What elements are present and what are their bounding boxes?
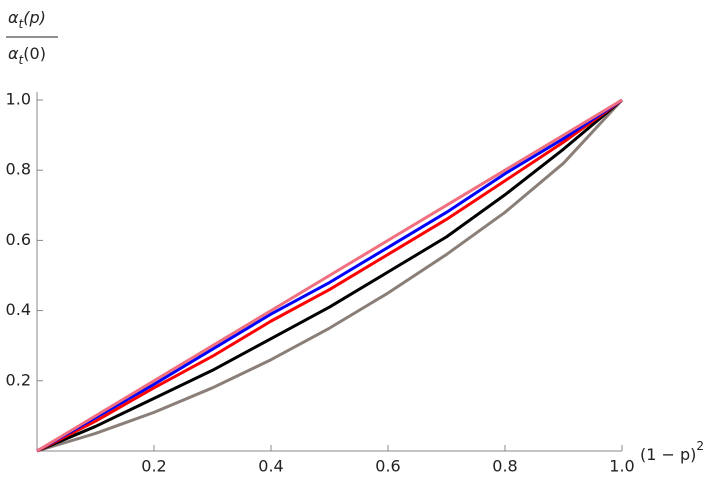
svg-text:αt(0): αt(0) — [8, 44, 46, 67]
y-tick-label: 0.2 — [6, 370, 31, 389]
y-tick-label: 0.8 — [6, 160, 31, 179]
x-tick-label: 0.6 — [375, 457, 400, 476]
series-line — [36, 98, 624, 453]
y-tick-label: 1.0 — [6, 90, 31, 109]
y-tick-label: 0.6 — [6, 230, 31, 249]
x-tick-label: 0.4 — [258, 457, 283, 476]
x-label-base: (1 − p) — [640, 445, 696, 464]
numerator-argument: (p) — [23, 8, 46, 27]
numerator-subscript: t — [19, 17, 25, 31]
series-line — [36, 98, 623, 453]
denominator-argument: (0) — [23, 44, 46, 63]
svg-text:αt(p): αt(p) — [8, 8, 46, 31]
y-axis-label: αt(p) αt(0) — [6, 8, 58, 67]
series-line — [36, 98, 623, 453]
series-line — [36, 98, 623, 453]
denominator-symbol: α — [8, 44, 19, 63]
denominator-subscript: t — [19, 53, 25, 67]
series-line — [36, 98, 623, 453]
x-label-exponent: 2 — [696, 439, 704, 453]
x-tick-label: 0.2 — [141, 457, 166, 476]
numerator-symbol: α — [8, 8, 19, 27]
x-axis-label: (1 − p)2 — [640, 439, 704, 464]
x-tick-label: 1.0 — [609, 457, 634, 476]
x-tick-label: 0.8 — [492, 457, 517, 476]
y-tick-label: 0.4 — [6, 300, 31, 319]
